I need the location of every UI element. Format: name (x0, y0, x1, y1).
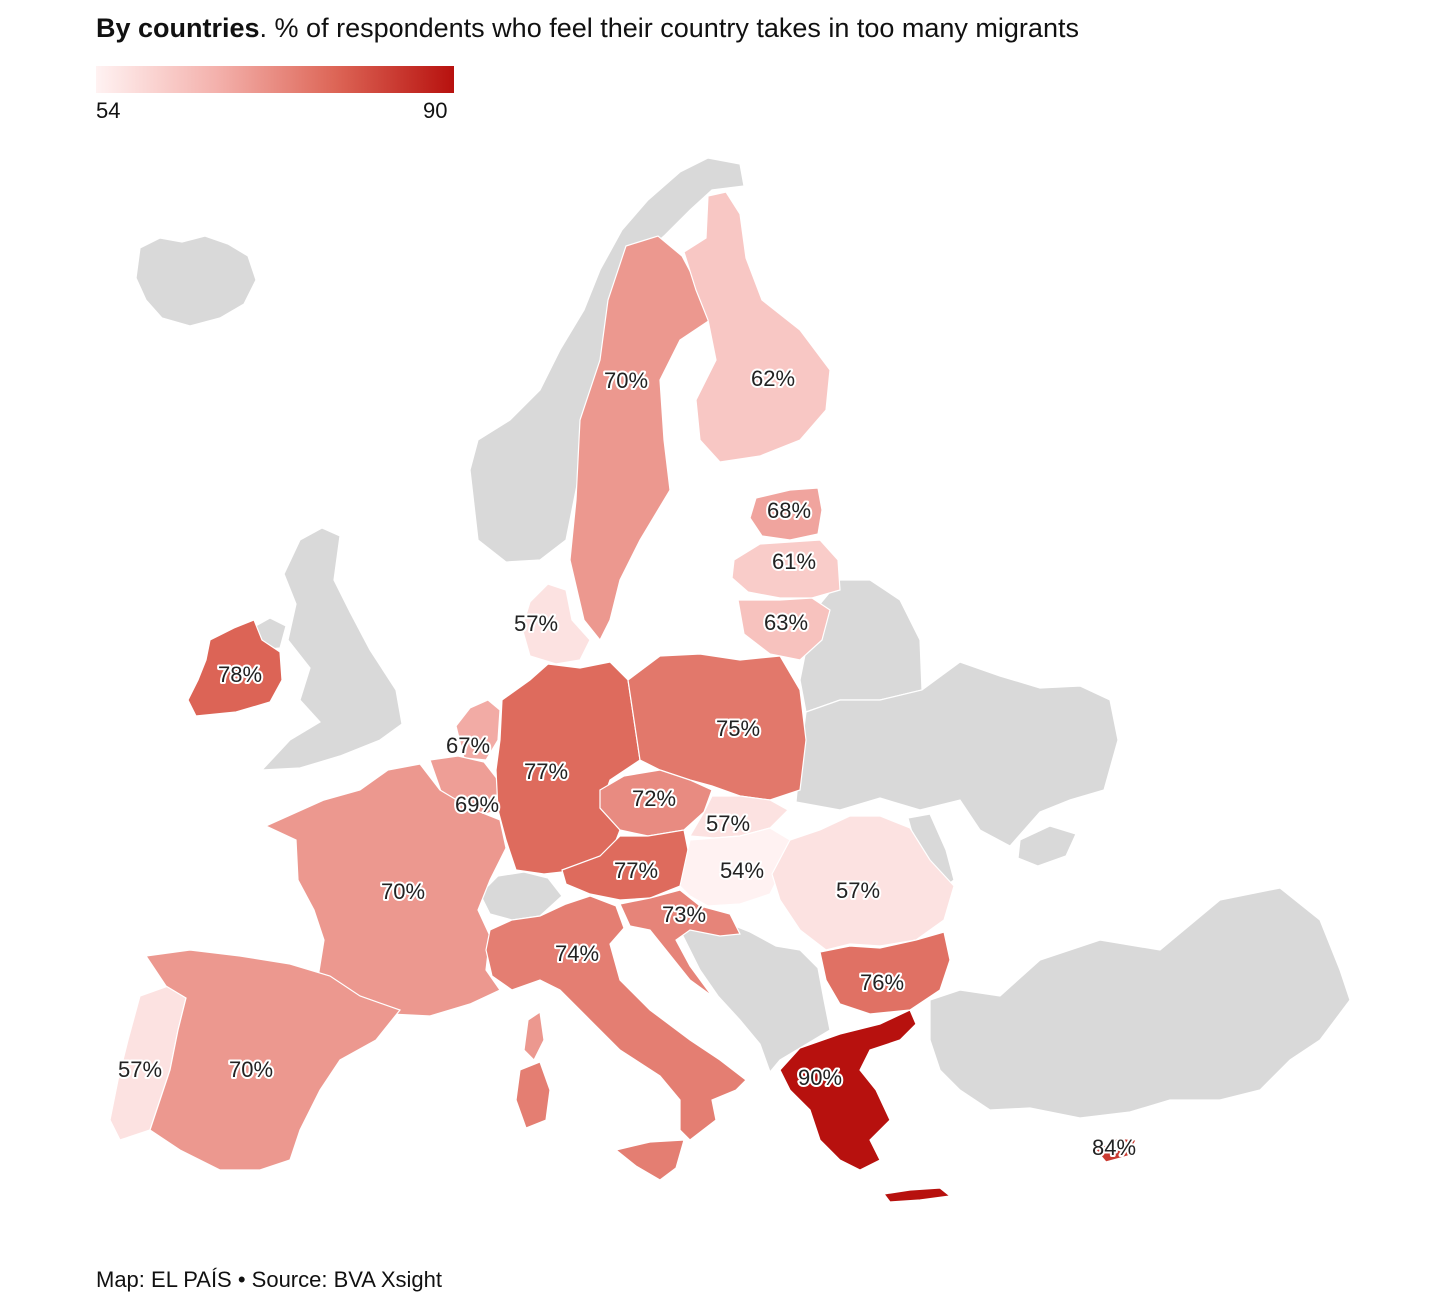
label-poland: 75% (716, 716, 760, 741)
country-ireland (187, 619, 283, 717)
label-portugal: 57% (118, 1057, 162, 1082)
label-hungary: 54% (720, 858, 764, 883)
belarus-shape (799, 579, 923, 713)
label-denmark: 57% (514, 611, 558, 636)
balkans-shape (679, 919, 831, 1074)
europe-map: 70% 62% 68% 61% 63% 57% 78% 67% 69% 77% … (109, 157, 1351, 1203)
map-title-rest: . % of respondents who feel their countr… (259, 13, 1079, 43)
label-greece: 90% (798, 1065, 842, 1090)
label-germany: 77% (524, 759, 568, 784)
label-czechia: 72% (632, 786, 676, 811)
label-cyprus: 84% (1092, 1135, 1136, 1160)
country-cyprus (1095, 1137, 1137, 1163)
country-denmark (521, 583, 591, 665)
country-croatia (619, 889, 741, 997)
country-finland (683, 191, 831, 463)
country-sicily (614, 1139, 685, 1181)
label-latvia: 61% (772, 549, 816, 574)
crimea-shape (1017, 825, 1077, 867)
country-bulgaria (819, 931, 951, 1015)
label-romania: 57% (836, 878, 880, 903)
survey-countries (109, 191, 1137, 1203)
value-labels: 70% 62% 68% 61% 63% 57% 78% 67% 69% 77% … (116, 364, 1138, 1162)
label-slovakia: 57% (706, 811, 750, 836)
country-latvia (731, 539, 841, 599)
label-italy: 74% (555, 941, 599, 966)
label-france: 70% (381, 879, 425, 904)
country-sardinia (515, 1061, 551, 1129)
country-estonia (749, 487, 823, 541)
label-ireland: 78% (218, 662, 262, 687)
switzerland-shape (479, 871, 563, 921)
country-romania (771, 815, 955, 951)
country-spain (144, 949, 401, 1171)
label-bulgaria: 76% (860, 970, 904, 995)
country-slovakia (689, 795, 789, 839)
country-poland (627, 653, 807, 801)
map-title: By countries. % of respondents who feel … (96, 12, 1079, 44)
label-belgium: 69% (455, 792, 499, 817)
country-corsica (523, 1010, 545, 1062)
label-spain: 70% (229, 1057, 273, 1082)
color-scale-bar (96, 66, 454, 93)
country-greece (779, 1009, 917, 1171)
label-austria: 77% (614, 858, 658, 883)
source-note: Map: EL PAÍS • Source: BVA Xsight (96, 1267, 443, 1292)
label-finland: 62% (751, 366, 795, 391)
legend-min-label: 54 (96, 98, 121, 123)
no-data-countries (135, 157, 1351, 1119)
label-lithuania: 63% (764, 610, 808, 635)
iceland-shape (135, 235, 257, 327)
legend-max-label: 90 (423, 98, 448, 123)
country-france (264, 763, 507, 1017)
map-title-bold: By countries (96, 13, 260, 43)
uk-shape (260, 527, 403, 771)
label-sweden: 70% (604, 368, 648, 393)
country-italy (485, 895, 747, 1141)
label-estonia: 68% (767, 498, 811, 523)
country-crete (882, 1187, 952, 1203)
label-netherlands: 67% (446, 733, 490, 758)
turkey-shape (929, 887, 1351, 1119)
russia-ukraine-shape (795, 661, 1119, 847)
country-lithuania (737, 597, 831, 661)
label-croatia: 73% (662, 902, 706, 927)
